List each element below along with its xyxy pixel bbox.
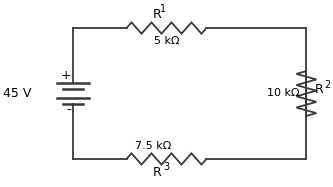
Text: 45 V: 45 V bbox=[3, 87, 32, 100]
Text: +: + bbox=[61, 69, 72, 82]
Text: R: R bbox=[153, 166, 162, 179]
Text: 1: 1 bbox=[160, 4, 166, 14]
Text: 3: 3 bbox=[163, 163, 169, 172]
Text: R: R bbox=[315, 83, 323, 96]
Text: 7.5 kΩ: 7.5 kΩ bbox=[135, 141, 171, 151]
Text: R: R bbox=[153, 7, 162, 21]
Text: 2: 2 bbox=[325, 80, 331, 90]
Text: 5 kΩ: 5 kΩ bbox=[154, 36, 179, 46]
Text: 10 kΩ: 10 kΩ bbox=[267, 88, 300, 99]
Text: -: - bbox=[67, 104, 72, 118]
